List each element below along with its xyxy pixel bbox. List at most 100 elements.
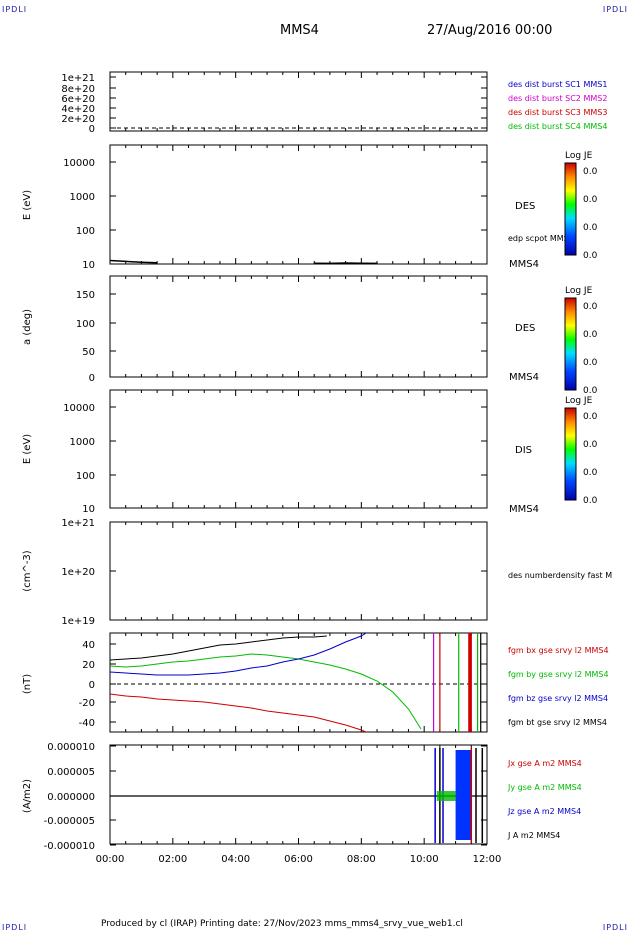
colorbar-tick-label: 0.0 (583, 167, 598, 177)
y-tick-label: 10 (82, 260, 95, 271)
legend-entry: Jy gse A m2 MMS4 (507, 783, 582, 792)
y-tick-label: 8e+20 (61, 84, 95, 95)
colorbar-title: Log JE (565, 151, 593, 161)
y-tick-label: 150 (76, 290, 95, 301)
y-tick-label: 1e+20 (61, 567, 95, 578)
panel-frame-des_pitch (109, 275, 488, 378)
panel-name: DIS (515, 445, 532, 456)
y-tick-label: 10000 (63, 158, 95, 169)
series-line (110, 693, 368, 732)
legend-entry: des dist burst SC2 MMS2 (508, 94, 607, 103)
colorbar (564, 297, 577, 391)
x-tick-label: 00:00 (96, 854, 125, 865)
series-line (110, 633, 367, 676)
panel-name: DES (515, 201, 535, 212)
legend-entry: fgm by gse srvy l2 MMS4 (508, 670, 609, 679)
colorbar-tick-label: 0.0 (583, 251, 598, 261)
x-tick-label: 12:00 (473, 854, 502, 865)
spacecraft-title: MMS4 (280, 23, 319, 38)
colorbar-tick-label: 0.0 (583, 386, 598, 396)
series-line (110, 653, 422, 730)
y-tick-label: 0 (89, 680, 95, 691)
legend-entry: des dist burst SC1 MMS1 (508, 80, 607, 89)
panel-frame-fgm (109, 632, 488, 733)
y-tick-label: -40 (79, 718, 95, 729)
legend-entry: Jx gse A m2 MMS4 (507, 759, 582, 768)
colorbar-tick-label: 0.0 (583, 223, 598, 233)
corner-label-bottom-right: IPDLI (602, 923, 628, 932)
y-tick-label: 1e+21 (61, 73, 95, 84)
y-tick-label: -20 (79, 698, 95, 709)
series-line (110, 635, 327, 661)
panel-frame-dis_energy (109, 389, 488, 509)
legend-entry: des dist burst SC4 MMS4 (508, 122, 607, 131)
overlay-line (109, 259, 158, 264)
panel-name-bottom: MMS4 (509, 504, 539, 515)
colorbar-tick-label: 0.0 (583, 358, 598, 368)
burst-green (436, 791, 456, 801)
y-tick-label: 50 (82, 347, 95, 358)
legend-entry: des numberdensity fast M (508, 571, 612, 580)
x-tick-label: 10:00 (410, 854, 439, 865)
y-tick-label: 1e+21 (61, 518, 95, 529)
panel-frame-density (109, 521, 488, 621)
y-tick-label: 10 (82, 504, 95, 515)
y-tick-label: -0.000005 (44, 816, 95, 827)
panel-name-bottom: MMS4 (509, 259, 539, 270)
y-tick-label: 6e+20 (61, 94, 95, 105)
legend-entry: fgm bz gse srvy l2 MMS4 (508, 694, 608, 703)
colorbar-title: Log JE (565, 286, 593, 296)
y-tick-label: 0 (89, 124, 95, 135)
colorbar-tick-label: 0.0 (583, 195, 598, 205)
y-axis-label: E (eV) (22, 434, 33, 464)
x-tick-label: 04:00 (221, 854, 250, 865)
overlay-label: edp scpot MMS4 (508, 234, 574, 243)
burst-block (455, 750, 472, 840)
panel-frame-current (109, 744, 488, 845)
panel-name: DES (515, 323, 535, 334)
colorbar-tick-label: 0.0 (583, 412, 598, 422)
x-tick-label: 02:00 (158, 854, 187, 865)
y-tick-label: 40 (82, 640, 95, 651)
y-tick-label: 2e+20 (61, 114, 95, 125)
y-tick-label: 100 (76, 471, 95, 482)
panel-frame-dist (109, 71, 488, 132)
legend-entry: J A m2 MMS4 (507, 831, 560, 840)
y-tick-label: 0.000010 (47, 742, 95, 753)
y-axis-label: E (eV) (22, 190, 33, 220)
y-tick-label: 0.000000 (47, 792, 95, 803)
colorbar (564, 162, 577, 256)
colorbar-tick-label: 0.0 (583, 302, 598, 312)
y-axis-label: (A/m2) (22, 779, 33, 813)
panel-frame-des_energy (109, 144, 488, 265)
legend-entry: fgm bx gse srvy l2 MMS4 (508, 646, 609, 655)
y-axis-label: (nT) (22, 674, 33, 694)
footer-text: Produced by cl (IRAP) Printing date: 27/… (101, 919, 463, 929)
colorbar-tick-label: 0.0 (583, 468, 598, 478)
y-tick-label: 100 (76, 226, 95, 237)
legend-entry: des dist burst SC3 MMS3 (508, 108, 607, 117)
x-tick-label: 06:00 (284, 854, 313, 865)
y-tick-label: 1e+19 (61, 616, 95, 627)
panel-name-bottom: MMS4 (509, 372, 539, 383)
y-tick-label: 4e+20 (61, 104, 95, 115)
legend-entry: Jz gse A m2 MMS4 (507, 807, 581, 816)
colorbar-tick-label: 0.0 (583, 440, 598, 450)
y-tick-label: 0.000005 (47, 767, 95, 778)
colorbar (564, 407, 577, 501)
y-tick-label: -0.000010 (44, 841, 95, 852)
corner-label-top-right: IPDLI (602, 5, 628, 14)
y-axis-label: a (deg) (22, 309, 33, 345)
colorbar-tick-label: 0.0 (583, 330, 598, 340)
colorbar-title: Log JE (565, 396, 593, 406)
y-tick-label: 20 (82, 660, 95, 671)
y-tick-label: 10000 (63, 403, 95, 414)
legend-entry: fgm bt gse srvy l2 MMS4 (508, 718, 607, 727)
y-axis-label: (cm^-3) (22, 550, 33, 591)
y-tick-label: 1000 (70, 192, 95, 203)
corner-label-bottom-left: IPDLI (2, 923, 28, 932)
x-tick-label: 08:00 (347, 854, 376, 865)
colorbar-tick-label: 0.0 (583, 496, 598, 506)
y-tick-label: 0 (89, 373, 95, 384)
